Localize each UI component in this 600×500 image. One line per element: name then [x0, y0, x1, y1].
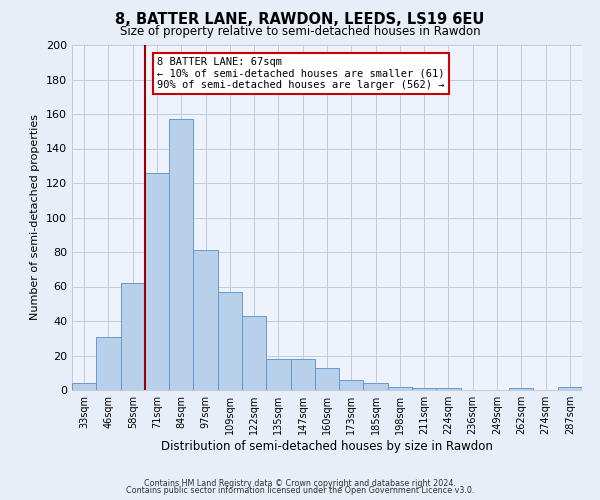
Bar	[145, 172, 169, 390]
Bar	[436, 388, 461, 390]
Bar	[412, 388, 436, 390]
X-axis label: Distribution of semi-detached houses by size in Rawdon: Distribution of semi-detached houses by …	[161, 440, 493, 453]
Bar	[509, 388, 533, 390]
Y-axis label: Number of semi-detached properties: Number of semi-detached properties	[31, 114, 40, 320]
Text: 8, BATTER LANE, RAWDON, LEEDS, LS19 6EU: 8, BATTER LANE, RAWDON, LEEDS, LS19 6EU	[115, 12, 485, 28]
Bar	[72, 383, 96, 390]
Bar	[315, 368, 339, 390]
Bar	[193, 250, 218, 390]
Text: Contains public sector information licensed under the Open Government Licence v3: Contains public sector information licen…	[126, 486, 474, 495]
Bar	[364, 383, 388, 390]
Bar	[388, 386, 412, 390]
Bar	[242, 316, 266, 390]
Text: Contains HM Land Registry data © Crown copyright and database right 2024.: Contains HM Land Registry data © Crown c…	[144, 478, 456, 488]
Text: Size of property relative to semi-detached houses in Rawdon: Size of property relative to semi-detach…	[119, 25, 481, 38]
Bar	[121, 283, 145, 390]
Bar	[96, 336, 121, 390]
Bar	[169, 119, 193, 390]
Bar	[290, 359, 315, 390]
Bar	[266, 359, 290, 390]
Text: 8 BATTER LANE: 67sqm
← 10% of semi-detached houses are smaller (61)
90% of semi-: 8 BATTER LANE: 67sqm ← 10% of semi-detac…	[157, 57, 445, 90]
Bar	[218, 292, 242, 390]
Bar	[558, 386, 582, 390]
Bar	[339, 380, 364, 390]
